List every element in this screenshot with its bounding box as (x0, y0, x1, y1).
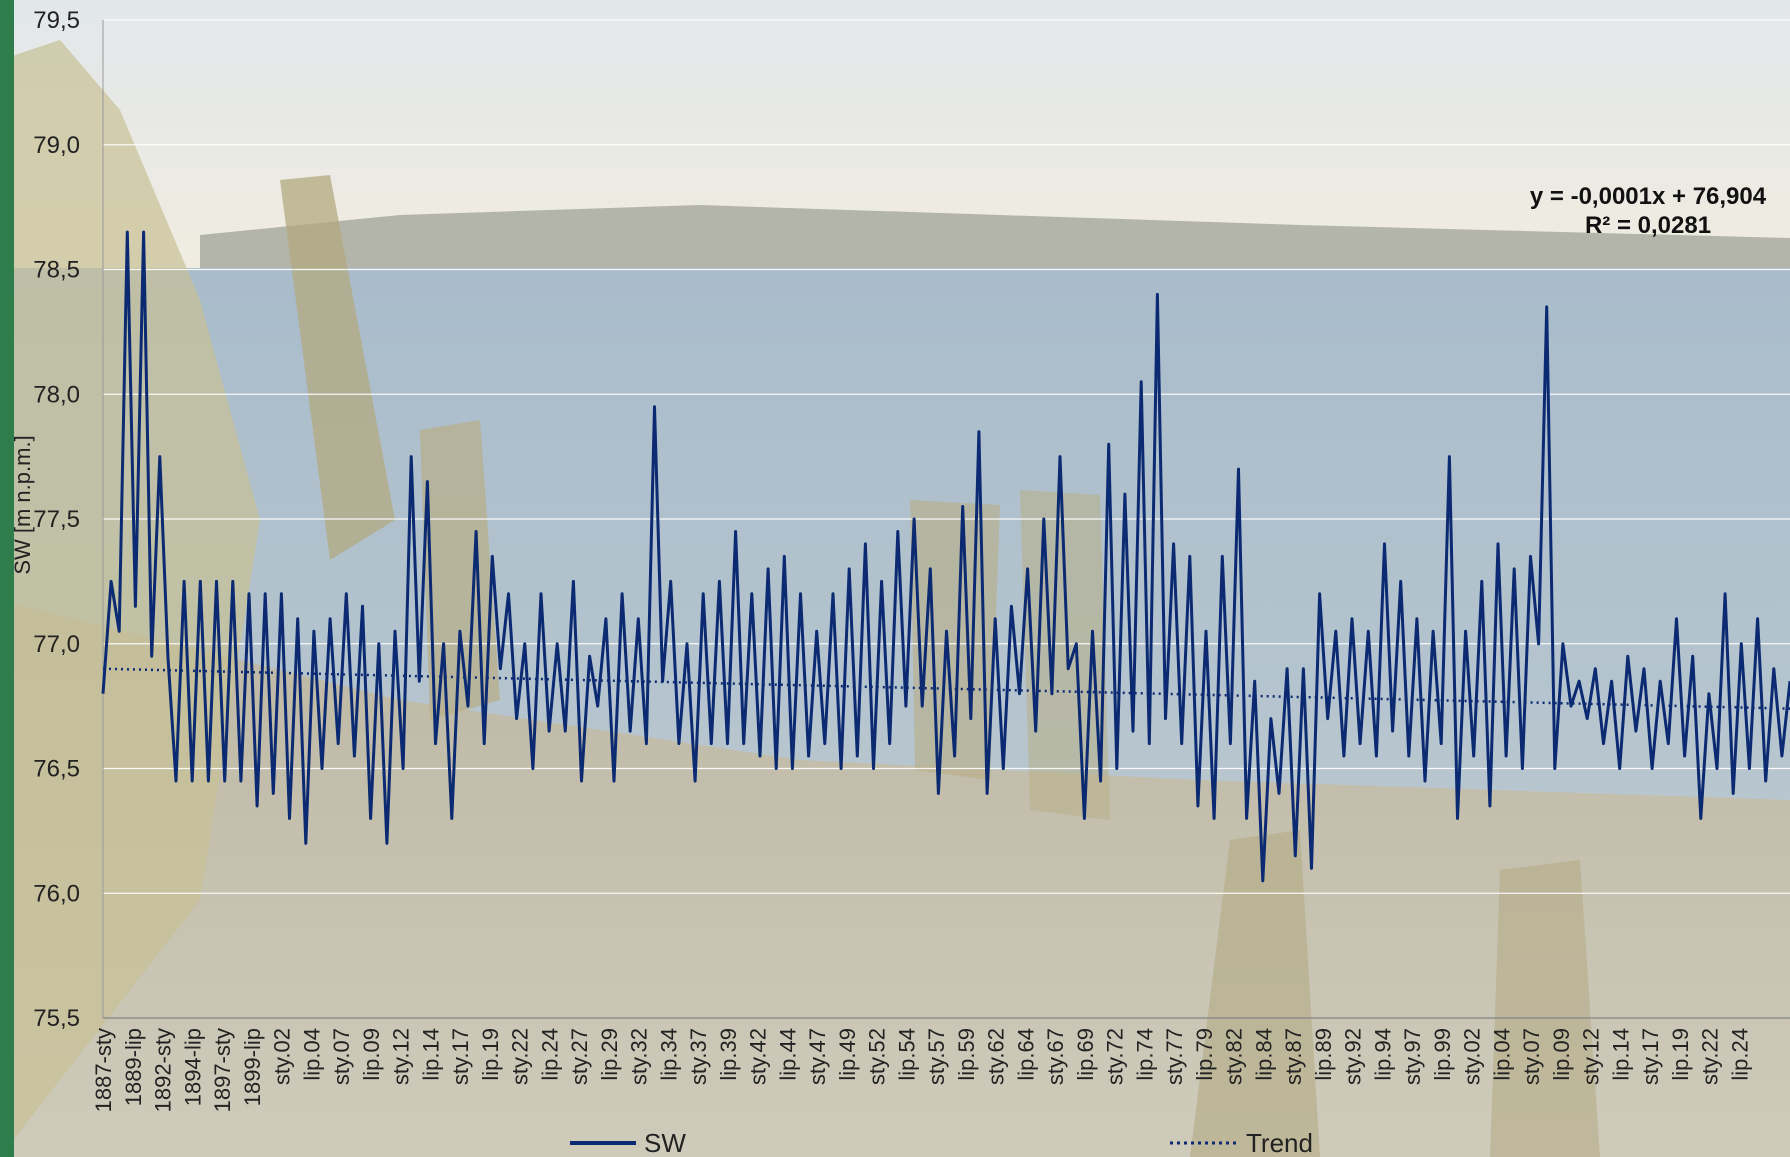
x-tick-label: sty.77 (1162, 1028, 1187, 1085)
green-sidebar (0, 0, 14, 1157)
x-tick-label: lip.59 (954, 1028, 979, 1081)
y-axis-label: SW [m n.p.m.] (10, 435, 35, 574)
y-tick-label: 75,5 (33, 1005, 80, 1032)
x-tick-label: sty.47 (805, 1028, 830, 1085)
x-tick-label: sty.67 (1043, 1028, 1068, 1085)
trend-r-squared: R² = 0,0281 (1585, 212, 1711, 239)
y-tick-label: 78,5 (33, 257, 80, 284)
x-tick-label: lip.14 (418, 1028, 443, 1081)
x-tick-label: sty.52 (865, 1028, 890, 1085)
x-tick-label: 1887-sty (91, 1028, 116, 1112)
x-tick-label: lip.64 (1013, 1028, 1038, 1081)
x-tick-label: lip.34 (656, 1028, 681, 1081)
x-tick-label: sty.17 (1638, 1028, 1663, 1085)
x-tick-label: lip.09 (359, 1028, 384, 1081)
y-tick-label: 76,5 (33, 756, 80, 783)
x-tick-label: lip.19 (1668, 1028, 1693, 1081)
x-tick-label: lip.99 (1430, 1028, 1455, 1081)
x-tick-label: 1897-sty (210, 1028, 235, 1112)
x-tick-label: lip.69 (1073, 1028, 1098, 1081)
x-tick-label: sty.12 (389, 1028, 414, 1085)
x-tick-label: sty.22 (508, 1028, 533, 1085)
x-tick-label: sty.32 (627, 1028, 652, 1085)
x-tick-label: 1894-lip (180, 1028, 205, 1106)
y-tick-label: 76,0 (33, 880, 80, 907)
x-tick-label: sty.57 (924, 1028, 949, 1085)
x-tick-label: sty.87 (1281, 1028, 1306, 1085)
x-tick-label: lip.74 (1132, 1028, 1157, 1081)
x-tick-label: lip.14 (1608, 1028, 1633, 1081)
x-tick-label: sty.02 (270, 1028, 295, 1085)
y-tick-label: 79,5 (33, 7, 80, 34)
x-tick-label: sty.37 (686, 1028, 711, 1085)
y-tick-label: 79,0 (33, 132, 80, 159)
x-tick-label: sty.07 (329, 1028, 354, 1085)
x-tick-label: sty.82 (1222, 1028, 1247, 1085)
x-tick-label: sty.12 (1579, 1028, 1604, 1085)
trend-equation: y = -0,0001x + 76,904 (1530, 183, 1767, 210)
x-tick-label: lip.24 (1727, 1028, 1752, 1081)
x-tick-label: lip.04 (299, 1028, 324, 1081)
x-tick-label: lip.49 (835, 1028, 860, 1081)
x-tick-label: lip.09 (1549, 1028, 1574, 1081)
x-tick-label: sty.07 (1519, 1028, 1544, 1085)
x-tick-label: lip.89 (1311, 1028, 1336, 1081)
x-tick-label: sty.42 (746, 1028, 771, 1085)
x-tick-label: lip.94 (1370, 1028, 1395, 1081)
sw-series-line (101, 230, 1790, 883)
legend-sw-label: SW (644, 1128, 686, 1157)
x-tick-label: lip.19 (478, 1028, 503, 1081)
y-tick-label: 78,0 (33, 381, 80, 408)
y-tick-label: 77,5 (33, 506, 80, 533)
x-tick-label: sty.22 (1698, 1028, 1723, 1085)
x-tick-label: 1892-sty (151, 1028, 176, 1112)
x-tick-label: lip.54 (894, 1028, 919, 1081)
x-tick-label: lip.04 (1489, 1028, 1514, 1081)
x-tick-label: lip.44 (775, 1028, 800, 1081)
x-tick-label: sty.97 (1400, 1028, 1425, 1085)
legend: SW Trend (570, 1128, 1313, 1157)
x-tick-label: lip.39 (716, 1028, 741, 1081)
x-tick-label: lip.24 (537, 1028, 562, 1081)
x-tick-label: sty.27 (567, 1028, 592, 1085)
x-tick-label: sty.92 (1341, 1028, 1366, 1085)
y-tick-label: 77,0 (33, 631, 80, 658)
x-tick-label: sty.02 (1460, 1028, 1485, 1085)
x-tick-label: lip.84 (1251, 1028, 1276, 1081)
x-tick-label: lip.79 (1192, 1028, 1217, 1081)
x-tick-label: 1899-lip (240, 1028, 265, 1106)
x-tick-label: sty.72 (1103, 1028, 1128, 1085)
x-tick-label: sty.62 (984, 1028, 1009, 1085)
x-tick-label: 1889-lip (121, 1028, 146, 1106)
legend-trend-label: Trend (1246, 1128, 1313, 1157)
x-tick-label: sty.17 (448, 1028, 473, 1085)
x-tick-label: lip.29 (597, 1028, 622, 1081)
